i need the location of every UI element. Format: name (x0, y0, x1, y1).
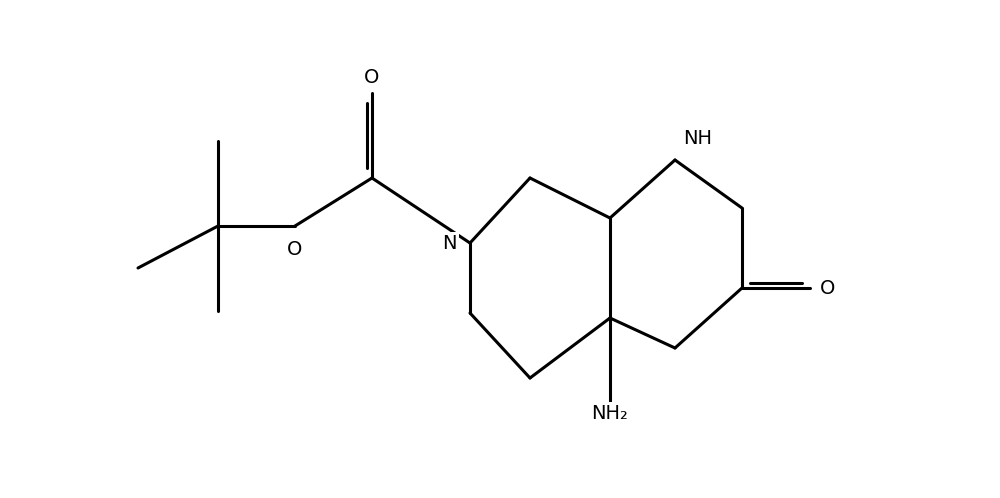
Text: O: O (820, 278, 835, 297)
Text: N: N (442, 234, 457, 252)
Text: NH: NH (683, 129, 712, 148)
Text: O: O (364, 68, 380, 87)
Text: O: O (287, 240, 303, 259)
Text: NH₂: NH₂ (592, 403, 628, 422)
